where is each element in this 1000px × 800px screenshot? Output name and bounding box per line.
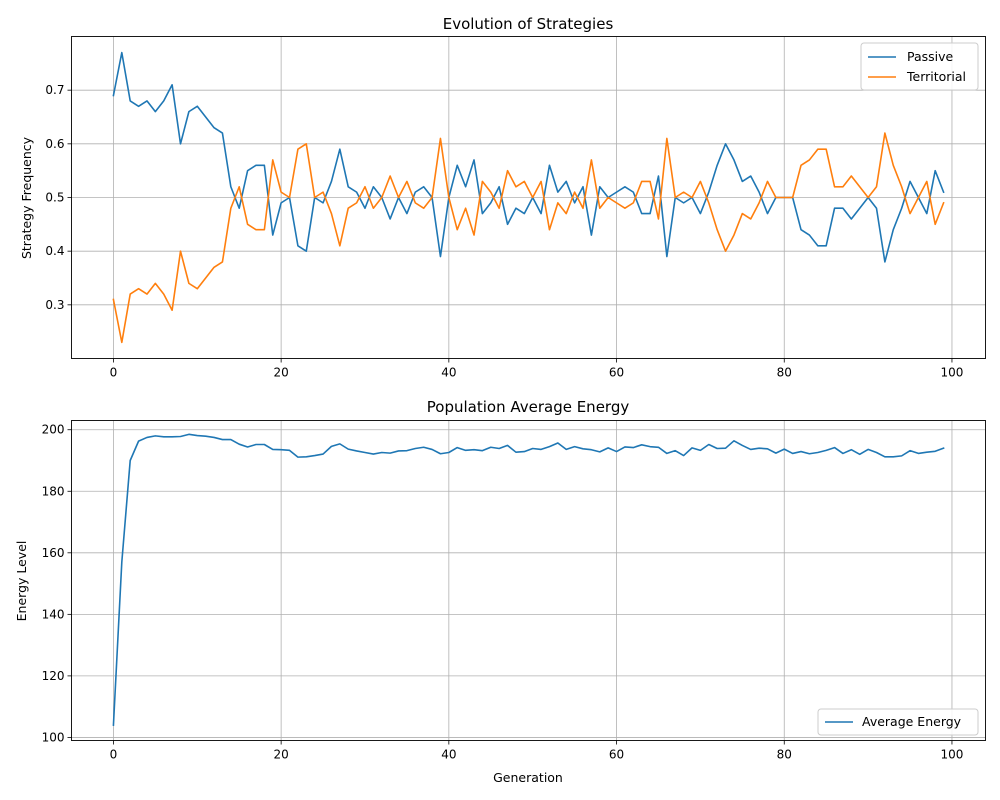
series-line-average-energy	[112, 433, 945, 726]
energy-x-tick-label: 80	[777, 748, 792, 762]
energy-x-tick-label: 100	[941, 748, 964, 762]
energy-y-ticks: 100 120 140 160 180 200	[42, 423, 72, 744]
series-line-passive	[112, 51, 945, 263]
strategy-y-tick-label: 0.6	[45, 137, 64, 151]
energy-x-tick-label: 0	[110, 748, 118, 762]
energy-legend: Average Energy	[817, 708, 979, 736]
energy-x-tick-label: 40	[441, 748, 456, 762]
strategy-chart-title: Evolution of Strategies	[443, 15, 614, 33]
energy-y-tick-label: 200	[42, 423, 65, 437]
energy-gridlines	[71, 420, 986, 741]
series-line-territorial	[112, 132, 945, 344]
energy-y-tick-label: 160	[42, 546, 65, 560]
strategy-legend: Passive Territorial	[860, 42, 979, 91]
strategy-series	[112, 51, 945, 344]
energy-x-tick-label: 60	[609, 748, 624, 762]
energy-series	[112, 433, 945, 726]
legend-label-average-energy: Average Energy	[862, 714, 962, 729]
energy-axes-frame	[71, 420, 986, 741]
strategy-chart: 0 20 40 60 80 100 0.3 0.4 0.5 0.6 0.7 Evolution o…	[19, 15, 986, 380]
energy-y-tick-label: 100	[42, 730, 65, 744]
energy-x-ticks: 0 20 40 60 80 100	[110, 740, 964, 762]
strategy-x-tick-label: 40	[441, 366, 456, 380]
energy-y-axis-label: Energy Level	[14, 541, 29, 622]
strategy-x-tick-label: 20	[273, 366, 288, 380]
strategy-x-tick-label: 0	[110, 366, 118, 380]
strategy-y-ticks: 0.3 0.4 0.5 0.6 0.7	[45, 83, 72, 312]
strategy-x-tick-label: 60	[609, 366, 624, 380]
strategy-x-tick-label: 80	[777, 366, 792, 380]
legend-label-territorial: Territorial	[906, 69, 966, 84]
strategy-y-tick-label: 0.3	[45, 298, 64, 312]
strategy-y-axis-label: Strategy Frequency	[19, 136, 34, 259]
strategy-y-tick-label: 0.7	[45, 83, 64, 97]
energy-y-tick-label: 140	[42, 607, 65, 621]
energy-x-axis-label: Generation	[493, 770, 563, 785]
energy-x-tick-label: 20	[273, 748, 288, 762]
energy-chart: 0 20 40 60 80 100 100 120 140 160 180 200 Populati…	[14, 398, 986, 785]
strategy-x-tick-label: 100	[941, 366, 964, 380]
energy-y-tick-label: 120	[42, 669, 65, 683]
energy-chart-title: Population Average Energy	[427, 398, 630, 416]
strategy-y-tick-label: 0.4	[45, 244, 64, 258]
strategy-x-ticks: 0 20 40 60 80 100	[110, 358, 964, 380]
legend-label-passive: Passive	[907, 49, 954, 64]
strategy-y-tick-label: 0.5	[45, 191, 64, 205]
energy-y-tick-label: 180	[42, 484, 65, 498]
